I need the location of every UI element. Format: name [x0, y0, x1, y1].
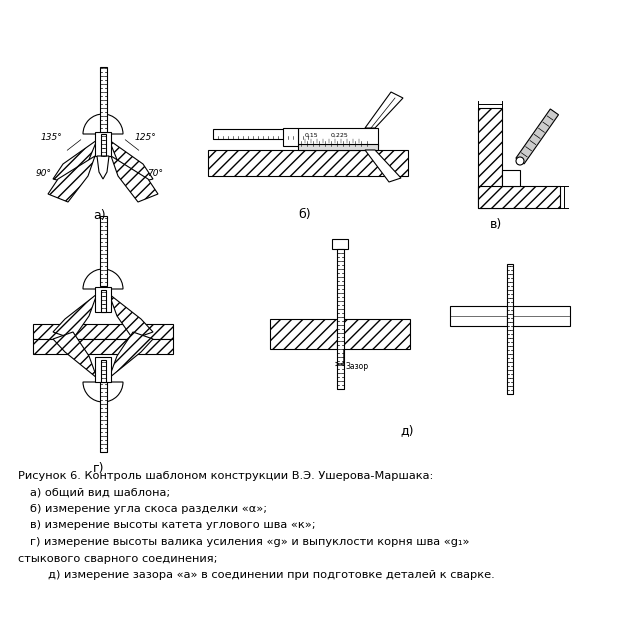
Polygon shape [208, 150, 408, 176]
Text: стыкового сварного соединения;: стыкового сварного соединения; [18, 553, 217, 563]
Text: г) измерение высоты валика усиления «g» и выпуклости корня шва «g₁»: г) измерение высоты валика усиления «g» … [30, 537, 469, 547]
Bar [99, 67, 106, 132]
Text: 70°: 70° [147, 169, 163, 178]
Text: Рисунок 6. Контроль шаблоном конструкции В.Э. Ушерова-Маршака:: Рисунок 6. Контроль шаблоном конструкции… [18, 471, 433, 481]
Polygon shape [109, 294, 153, 339]
Polygon shape [111, 156, 158, 202]
Polygon shape [513, 306, 570, 326]
Bar [95, 287, 111, 312]
Bar [95, 132, 111, 156]
Text: а): а) [93, 209, 106, 222]
Text: 0,225: 0,225 [331, 133, 349, 138]
Text: б) измерение угла скоса разделки «α»;: б) измерение угла скоса разделки «α»; [30, 504, 267, 514]
Polygon shape [270, 319, 337, 349]
Bar [99, 382, 106, 452]
Polygon shape [365, 150, 401, 182]
Polygon shape [109, 332, 153, 378]
Polygon shape [516, 109, 559, 164]
Text: а) общий вид шаблона;: а) общий вид шаблона; [30, 487, 170, 497]
Bar [507, 264, 513, 394]
Bar [101, 360, 106, 382]
Polygon shape [53, 332, 97, 378]
Bar [101, 134, 106, 156]
Text: 90°: 90° [36, 169, 52, 178]
Polygon shape [109, 140, 153, 184]
Wedge shape [83, 382, 123, 402]
Polygon shape [365, 92, 403, 128]
Text: д): д) [400, 424, 414, 437]
Polygon shape [97, 156, 109, 179]
Text: 135°: 135° [41, 133, 62, 142]
Bar [332, 239, 348, 249]
Text: б): б) [298, 208, 311, 221]
Polygon shape [502, 170, 520, 186]
Text: в): в) [490, 218, 502, 231]
Text: Зазор: Зазор [345, 362, 368, 371]
Bar [298, 128, 378, 146]
Wedge shape [83, 269, 123, 289]
Polygon shape [478, 186, 560, 208]
Text: в) измерение высоты катета углового шва «к»;: в) измерение высоты катета углового шва … [30, 520, 316, 530]
Bar [101, 290, 106, 312]
Polygon shape [450, 306, 507, 326]
Bar [336, 249, 344, 389]
Polygon shape [53, 294, 97, 339]
Polygon shape [478, 108, 502, 208]
Polygon shape [33, 339, 173, 354]
Polygon shape [53, 140, 97, 184]
Text: г): г) [93, 462, 104, 475]
Circle shape [516, 157, 524, 165]
Polygon shape [283, 128, 298, 146]
Polygon shape [33, 324, 173, 339]
Text: д) измерение зазора «а» в соединении при подготовке деталей к сварке.: д) измерение зазора «а» в соединении при… [48, 570, 495, 580]
Polygon shape [343, 319, 410, 349]
Bar [95, 357, 111, 382]
Bar [99, 216, 106, 286]
Bar [213, 129, 308, 139]
Wedge shape [83, 114, 123, 134]
Text: 125°: 125° [135, 133, 157, 142]
Polygon shape [48, 156, 95, 202]
Bar [298, 144, 378, 150]
Text: 0,15: 0,15 [305, 133, 319, 138]
